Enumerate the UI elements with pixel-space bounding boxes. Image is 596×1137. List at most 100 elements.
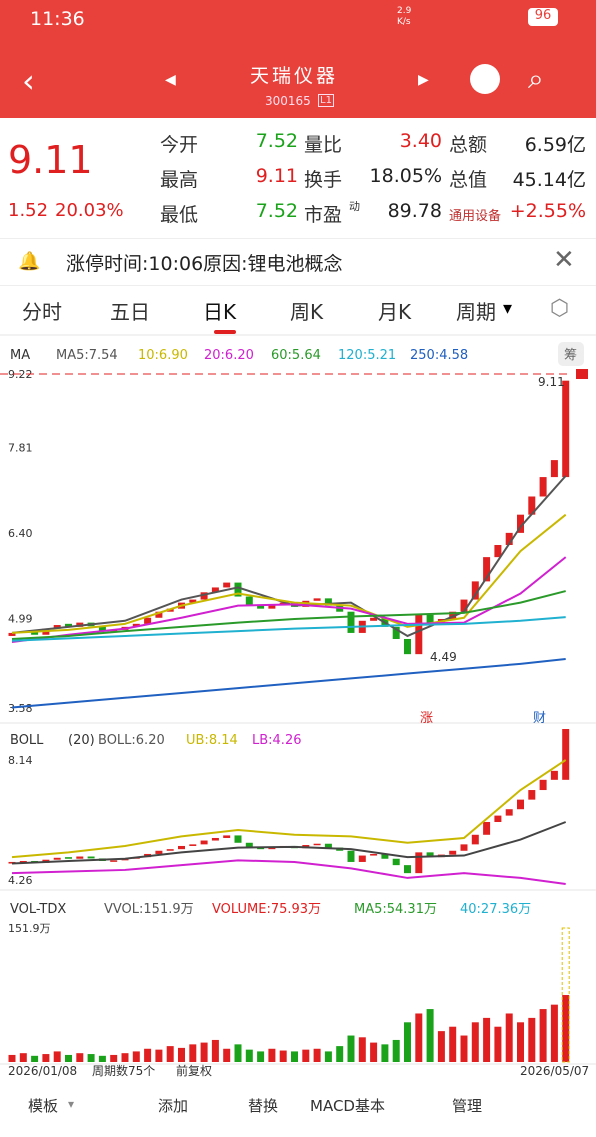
tab[interactable]: 五日 xyxy=(110,300,150,324)
quote-label: 最低 xyxy=(160,204,199,226)
prev-button[interactable]: ◀ xyxy=(165,72,176,88)
candle xyxy=(404,638,411,655)
volume-bar xyxy=(471,1022,479,1062)
volume-bar xyxy=(404,1022,411,1062)
volume-bar xyxy=(539,1009,547,1062)
volume-bar xyxy=(19,1053,27,1062)
high-label: 9.11 xyxy=(538,375,565,389)
boll-candle xyxy=(178,845,185,850)
toolbar-item[interactable]: 管理 xyxy=(452,1097,483,1115)
dropdown-arrow: ▾ xyxy=(503,298,513,319)
y-tick-label: 151.9万 xyxy=(8,922,51,935)
toolbar-arrow: ▾ xyxy=(68,1097,75,1111)
tab[interactable]: 日K xyxy=(203,300,237,324)
candle xyxy=(460,599,468,612)
footer-label: 周期数75个 xyxy=(92,1063,155,1078)
y-tick-label: 7.81 xyxy=(8,442,33,455)
tab[interactable]: 月K xyxy=(378,300,412,324)
volume-bar xyxy=(370,1042,378,1062)
boll-candle xyxy=(494,815,502,822)
volume-bar xyxy=(132,1051,140,1062)
boll-candle xyxy=(257,847,265,850)
boll-candle xyxy=(426,852,434,858)
close-button[interactable]: ✕ xyxy=(553,245,575,275)
price: 9.11 xyxy=(8,138,93,182)
volume-bar xyxy=(392,1039,400,1062)
candle xyxy=(155,611,163,618)
boll-candle xyxy=(324,843,332,848)
legend-item: BOLL:6.20 xyxy=(98,733,165,748)
candle xyxy=(324,598,332,606)
volume-bar xyxy=(31,1055,39,1062)
candle xyxy=(234,582,242,597)
volume-bar xyxy=(234,1044,242,1062)
candle xyxy=(483,557,491,582)
chip-button[interactable] xyxy=(558,342,584,366)
candle xyxy=(415,614,423,655)
tab[interactable]: 分时 xyxy=(22,300,62,324)
volume-bar xyxy=(302,1049,310,1062)
volume-bar xyxy=(415,1013,423,1062)
candle xyxy=(144,617,152,624)
toolbar-item[interactable]: MACD基本 xyxy=(310,1097,385,1115)
tab[interactable]: 周期 xyxy=(456,300,496,324)
volume-bar xyxy=(257,1051,265,1062)
volume-bar xyxy=(223,1048,231,1062)
boll-candle xyxy=(483,822,491,835)
candle xyxy=(347,611,355,633)
quote-value: 7.52 xyxy=(255,130,298,152)
change-pct: 20.03% xyxy=(55,200,124,221)
chip-button-label: 筹 xyxy=(564,347,577,363)
boll-candle xyxy=(245,842,253,848)
header-bar: 11:36 2.9 K/s 96 ‹ ◀ ▶ 天瑞仪器 300165 L1 ⌕ xyxy=(0,0,596,118)
volume-bar xyxy=(505,1013,513,1062)
boll-candle xyxy=(19,860,27,863)
candle xyxy=(245,596,253,606)
volume-bar xyxy=(144,1048,152,1062)
volume-bar xyxy=(562,995,570,1062)
boll-candle xyxy=(166,849,174,851)
legend-item: (20) xyxy=(68,733,95,748)
search-button[interactable]: ⌕ xyxy=(528,62,544,95)
volume-bar xyxy=(110,1054,118,1062)
boll-candle xyxy=(528,790,536,800)
volume-bar xyxy=(460,1035,468,1062)
candle xyxy=(517,514,524,533)
toolbar-item[interactable]: 模板 xyxy=(28,1097,59,1115)
legend-item: VVOL:151.9万 xyxy=(104,902,194,917)
volume-bar xyxy=(65,1054,72,1062)
boll-candle xyxy=(87,856,95,859)
y-tick-label: 8.14 xyxy=(8,754,33,767)
volume-bar xyxy=(336,1046,344,1062)
tab[interactable]: 周K xyxy=(290,300,324,324)
volume-bar xyxy=(358,1037,366,1062)
legend-item: LB:4.26 xyxy=(252,733,302,748)
candle xyxy=(279,602,287,605)
legend-item: 10:6.90 xyxy=(138,348,188,363)
quote-value: +2.55% xyxy=(509,200,586,222)
candle xyxy=(211,587,219,593)
volume-bar xyxy=(166,1046,174,1062)
robot-button[interactable] xyxy=(470,64,500,94)
quote-label: 市盈 xyxy=(304,204,343,226)
candle xyxy=(65,623,72,627)
volume-bar xyxy=(98,1055,106,1062)
boll-candle xyxy=(381,853,389,859)
volume-bar xyxy=(381,1044,389,1062)
toolbar-item[interactable]: 替换 xyxy=(248,1097,279,1115)
quote-label: 最高 xyxy=(160,169,199,191)
legend-item: UB:8.14 xyxy=(186,733,238,748)
volume-bar xyxy=(449,1026,457,1062)
settings-button[interactable]: ⬡ xyxy=(550,296,570,321)
boll-candle xyxy=(110,860,118,862)
quote-label: 换手 xyxy=(304,169,343,191)
back-button[interactable]: ‹ xyxy=(22,62,35,100)
candle xyxy=(189,599,197,603)
volume-bar xyxy=(268,1048,276,1062)
quote-value: 3.40 xyxy=(399,130,442,152)
boll-candle xyxy=(155,850,163,854)
volume-bar xyxy=(517,1022,524,1062)
notice-row[interactable]: 🔔 涨停时间:10:06原因:锂电池概念 ✕ xyxy=(0,238,596,286)
next-button[interactable]: ▶ xyxy=(418,72,429,88)
toolbar-item[interactable]: 添加 xyxy=(158,1097,189,1115)
